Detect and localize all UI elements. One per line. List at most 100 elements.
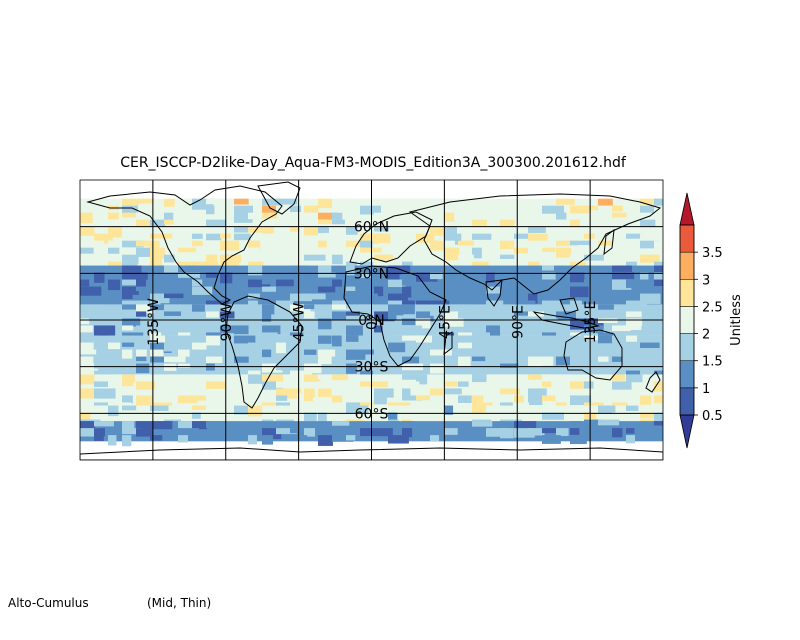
field-cell bbox=[626, 261, 637, 267]
field-cell bbox=[626, 311, 642, 318]
field-cell bbox=[458, 356, 471, 366]
field-cell bbox=[150, 363, 162, 373]
field-cell bbox=[80, 388, 98, 399]
field-cell bbox=[472, 247, 482, 259]
field-cell bbox=[640, 212, 652, 218]
field-cell bbox=[178, 233, 189, 241]
field-cell bbox=[80, 374, 95, 385]
field-cell bbox=[164, 254, 175, 263]
field-cell bbox=[136, 325, 154, 333]
field-cell bbox=[332, 363, 351, 372]
field-cell bbox=[122, 304, 138, 310]
colorbar-segment bbox=[679, 306, 695, 334]
field-cell bbox=[304, 374, 321, 382]
field-cell bbox=[360, 198, 378, 208]
field-cell bbox=[206, 332, 222, 338]
field-cell bbox=[388, 381, 398, 393]
continent-south-america bbox=[225, 295, 303, 409]
colorbar-tick-label: 2.5 bbox=[702, 300, 723, 315]
field-cell bbox=[262, 311, 272, 322]
field-cell bbox=[570, 254, 581, 264]
field-cell bbox=[262, 435, 274, 445]
field-cell bbox=[108, 212, 119, 220]
field-cell bbox=[94, 272, 105, 283]
field-cell bbox=[206, 311, 219, 318]
field-cell bbox=[374, 349, 390, 356]
field-cell bbox=[164, 311, 181, 316]
colorbar-tick-label: 3.5 bbox=[702, 246, 723, 261]
field-cell bbox=[332, 279, 343, 287]
field-cell bbox=[150, 272, 167, 282]
field-cell bbox=[570, 435, 587, 445]
field-cell bbox=[122, 421, 135, 430]
field-cell bbox=[332, 421, 350, 426]
field-cell bbox=[192, 421, 208, 430]
field-cell bbox=[626, 335, 638, 342]
field-cell bbox=[612, 428, 623, 438]
field-cell bbox=[94, 381, 114, 387]
field-cell bbox=[542, 272, 556, 282]
field-cell bbox=[640, 272, 649, 280]
field-cell bbox=[472, 395, 484, 403]
parallel-label: 60°N bbox=[354, 220, 389, 236]
field-cell bbox=[486, 272, 495, 283]
field-cell bbox=[458, 205, 477, 216]
field-cell bbox=[262, 363, 283, 373]
field-cell bbox=[388, 265, 411, 275]
colorbar-tick-label: 1.5 bbox=[702, 355, 723, 370]
field-cell bbox=[164, 240, 175, 249]
field-cell bbox=[304, 318, 324, 326]
field-cell bbox=[472, 402, 493, 408]
field-cell bbox=[346, 335, 359, 342]
field-cell bbox=[304, 412, 317, 422]
field-cell bbox=[472, 219, 487, 226]
field-cell bbox=[234, 212, 253, 223]
field-cell bbox=[290, 381, 302, 388]
field-cell bbox=[374, 381, 394, 388]
field-cell bbox=[178, 247, 196, 253]
field-cell bbox=[290, 311, 304, 318]
field-cell bbox=[220, 363, 241, 374]
field-cell bbox=[108, 240, 121, 250]
field-cell bbox=[80, 349, 97, 355]
field-cell bbox=[332, 402, 354, 408]
field-cell bbox=[472, 428, 482, 434]
field-cell bbox=[444, 381, 458, 387]
field-cell bbox=[136, 247, 152, 257]
field-cell bbox=[430, 198, 442, 209]
field-cell bbox=[514, 247, 529, 254]
meridian-label: 45°E bbox=[437, 305, 453, 339]
meridian-label: 45°W bbox=[292, 303, 308, 342]
field-cell bbox=[500, 219, 515, 228]
field-cell bbox=[136, 381, 155, 390]
field-cell bbox=[402, 381, 420, 389]
field-cell bbox=[178, 265, 198, 277]
field-cell bbox=[332, 212, 343, 222]
field-cell bbox=[122, 212, 139, 218]
field-cell bbox=[318, 356, 332, 365]
field-cell bbox=[136, 272, 148, 280]
field-cell bbox=[122, 254, 139, 265]
colorbar-tick-label: 0.5 bbox=[702, 409, 723, 424]
field-cell bbox=[262, 233, 283, 245]
field-cell bbox=[164, 265, 186, 274]
field-cell bbox=[360, 247, 382, 253]
field-cell bbox=[304, 205, 319, 213]
field-cell bbox=[192, 240, 203, 247]
field-cell bbox=[640, 342, 660, 349]
field-cell bbox=[220, 311, 235, 320]
field-cell bbox=[612, 412, 634, 424]
field-cell bbox=[346, 332, 360, 339]
field-cell bbox=[94, 428, 105, 437]
field-cell bbox=[122, 286, 139, 295]
field-cell bbox=[80, 212, 93, 224]
field-cell bbox=[248, 279, 271, 288]
field-cell bbox=[262, 205, 281, 215]
field-cell bbox=[570, 395, 592, 406]
field-cell bbox=[192, 412, 201, 419]
field-cell bbox=[304, 363, 322, 374]
field-cell bbox=[178, 254, 197, 260]
field-cell bbox=[346, 363, 357, 374]
field-cell bbox=[304, 272, 324, 279]
field-cell bbox=[318, 349, 336, 357]
